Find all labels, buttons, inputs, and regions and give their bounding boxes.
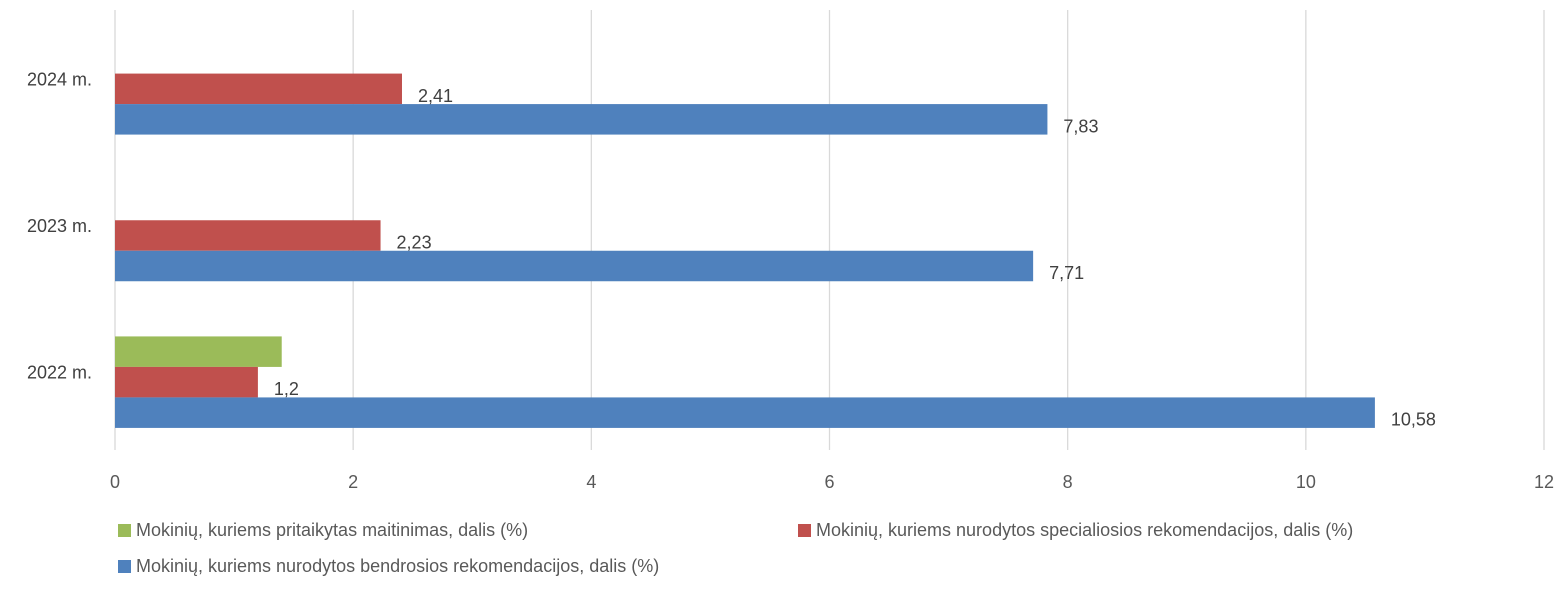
- bars: [115, 73, 1375, 428]
- data-label: 2,23: [397, 233, 432, 253]
- bar-chart: 1,210,582,237,712,417,83 2022 m.2023 m.2…: [27, 10, 1554, 492]
- data-labels: 1,2 10,58 2,23 7,71 2,41 7,83: [274, 86, 1436, 430]
- category-labels: 2022 m. 2023 m. 2024 m.: [27, 69, 92, 382]
- bar: [115, 397, 1375, 428]
- category-label: 2023 m.: [27, 216, 92, 236]
- legend-item-special-recommendations: Mokinių, kuriems nurodytos specialiosios…: [798, 520, 1353, 541]
- legend-item-adapted-meals: Mokinių, kuriems pritaikytas maitinimas,…: [118, 520, 528, 541]
- bar: [115, 104, 1048, 135]
- data-label: 7,71: [1049, 263, 1084, 283]
- x-tick-label: 0: [110, 472, 120, 492]
- legend-swatch-blue: [118, 560, 131, 573]
- legend-label-special-recommendations: Mokinių, kuriems nurodytos specialiosios…: [816, 520, 1354, 540]
- data-label: 2,41: [418, 86, 453, 106]
- legend-swatch-red: [798, 524, 811, 537]
- x-tick-labels: 0 2 4 6 8 10 12: [110, 472, 1554, 492]
- bar: [115, 73, 402, 105]
- bar: [115, 366, 258, 398]
- x-tick-label: 4: [586, 472, 596, 492]
- data-label: 10,58: [1391, 410, 1436, 430]
- legend-swatch-green: [118, 524, 131, 537]
- x-tick-label: 10: [1296, 472, 1316, 492]
- x-tick-label: 12: [1534, 472, 1554, 492]
- bar: [115, 220, 381, 251]
- category-label: 2022 m.: [27, 363, 92, 383]
- data-label: 1,2: [274, 379, 299, 399]
- x-tick-label: 2: [348, 472, 358, 492]
- category-label: 2024 m.: [27, 69, 92, 89]
- x-tick-label: 6: [824, 472, 834, 492]
- bar: [115, 336, 282, 367]
- legend-item-general-recommendations: Mokinių, kuriems nurodytos bendrosios re…: [118, 556, 659, 577]
- legend-label-adapted-meals: Mokinių, kuriems pritaikytas maitinimas,…: [136, 520, 529, 540]
- legend-label-general-recommendations: Mokinių, kuriems nurodytos bendrosios re…: [136, 556, 660, 576]
- x-tick-label: 8: [1063, 472, 1073, 492]
- data-label: 7,83: [1063, 116, 1098, 136]
- bar: [115, 250, 1034, 282]
